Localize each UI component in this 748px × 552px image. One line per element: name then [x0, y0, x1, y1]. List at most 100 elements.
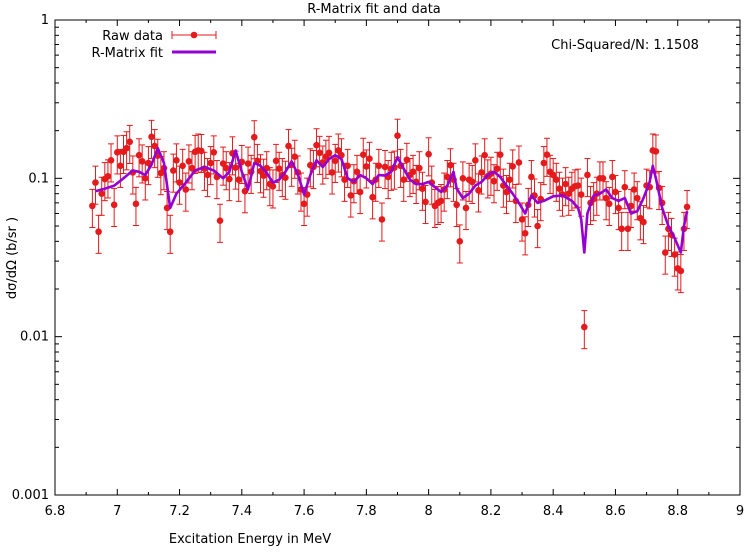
data-point — [565, 176, 573, 216]
data-point — [141, 161, 149, 201]
data-point — [157, 156, 165, 196]
data-point — [98, 176, 106, 216]
x-tick-label: 6.8 — [45, 504, 66, 519]
data-point — [347, 178, 355, 218]
data-point — [272, 143, 280, 183]
data-point — [462, 191, 470, 231]
data-point — [677, 254, 685, 294]
data-point — [577, 177, 585, 217]
fit-series — [95, 146, 689, 254]
x-axis-label: Excitation Energy in MeV — [169, 532, 331, 547]
data-point — [562, 167, 569, 207]
data-point — [605, 186, 613, 226]
chi-squared-annotation: Chi-Squared/N: 1.1508 — [551, 38, 699, 53]
data-point — [496, 137, 504, 177]
data-point — [468, 164, 476, 205]
x-tick-label: 8.2 — [481, 504, 502, 519]
data-point — [419, 171, 426, 211]
data-point — [556, 171, 563, 211]
data-point — [493, 151, 501, 191]
data-point — [475, 173, 482, 213]
y-tick-label: 1 — [41, 13, 49, 28]
data-point — [459, 161, 467, 201]
data-point — [104, 159, 112, 199]
data-point — [543, 137, 551, 177]
data-point — [148, 119, 155, 159]
data-point — [422, 184, 429, 225]
data-point — [182, 172, 190, 212]
data-point — [123, 131, 130, 171]
x-tick-label: 8.6 — [605, 504, 626, 519]
data-point — [671, 237, 678, 277]
data-point — [534, 209, 541, 249]
data-point — [353, 154, 361, 194]
data-point — [269, 169, 277, 209]
y-tick-label: 0.1 — [28, 171, 49, 186]
data-point — [481, 138, 488, 178]
data-point — [431, 188, 439, 229]
legend: Raw data R-Matrix fit — [91, 29, 217, 61]
data-point — [652, 134, 660, 174]
data-point — [113, 135, 121, 175]
data-point — [232, 150, 239, 190]
x-tick-label: 7.2 — [169, 504, 190, 519]
data-point — [584, 158, 591, 198]
x-tick-label: 7.6 — [294, 504, 315, 519]
data-point — [359, 137, 367, 177]
plot-frame — [54, 19, 741, 496]
data-point — [366, 141, 373, 181]
data-point — [540, 146, 548, 186]
chart-title: R-Matrix fit and data — [307, 2, 441, 17]
x-tick-label: 8.8 — [667, 504, 688, 519]
data-point — [587, 185, 594, 226]
data-point — [328, 155, 336, 195]
data-point — [375, 148, 383, 188]
x-tick-label: 8 — [424, 504, 432, 519]
data-point — [444, 160, 451, 200]
data-point — [238, 144, 246, 185]
data-point — [204, 158, 211, 198]
data-point — [500, 168, 507, 208]
data-point — [602, 181, 610, 221]
data-point — [515, 145, 523, 185]
data-point — [456, 224, 464, 264]
data-point — [95, 214, 102, 254]
data-point — [110, 187, 118, 227]
fit-line — [95, 146, 689, 254]
raw-data-series — [89, 118, 691, 350]
data-point — [126, 124, 134, 164]
y-tick-label: 0.01 — [20, 330, 49, 345]
data-point — [188, 151, 196, 191]
data-point — [173, 143, 180, 183]
x-tick-label: 9 — [736, 504, 744, 519]
data-point — [107, 143, 115, 183]
x-tick-label: 7.4 — [231, 504, 252, 519]
x-tick-label: 7.8 — [356, 504, 377, 519]
data-point — [425, 137, 432, 177]
data-point — [166, 214, 174, 254]
data-point — [369, 180, 376, 220]
data-point — [549, 158, 557, 198]
data-point — [316, 135, 323, 175]
data-point — [275, 151, 283, 191]
data-point — [138, 144, 146, 184]
data-point — [260, 158, 267, 198]
data-point — [210, 135, 218, 175]
data-point — [615, 191, 622, 231]
data-point — [509, 149, 517, 189]
data-point — [472, 143, 479, 183]
data-point — [453, 187, 460, 227]
x-axis: 6.8 7 7.2 7.4 7.6 7.8 8 8.2 8.4 8.6 8.8 9 — [45, 20, 744, 519]
data-point — [618, 211, 625, 251]
data-point — [250, 120, 258, 160]
data-point — [89, 188, 96, 229]
data-point — [201, 151, 208, 191]
data-point — [683, 189, 691, 230]
data-point — [624, 211, 632, 251]
data-point — [640, 205, 647, 245]
legend-sample-raw — [171, 31, 217, 39]
data-point — [521, 216, 529, 256]
data-point — [581, 310, 588, 350]
legend-label-raw: Raw data — [102, 29, 163, 44]
data-point — [92, 165, 99, 205]
